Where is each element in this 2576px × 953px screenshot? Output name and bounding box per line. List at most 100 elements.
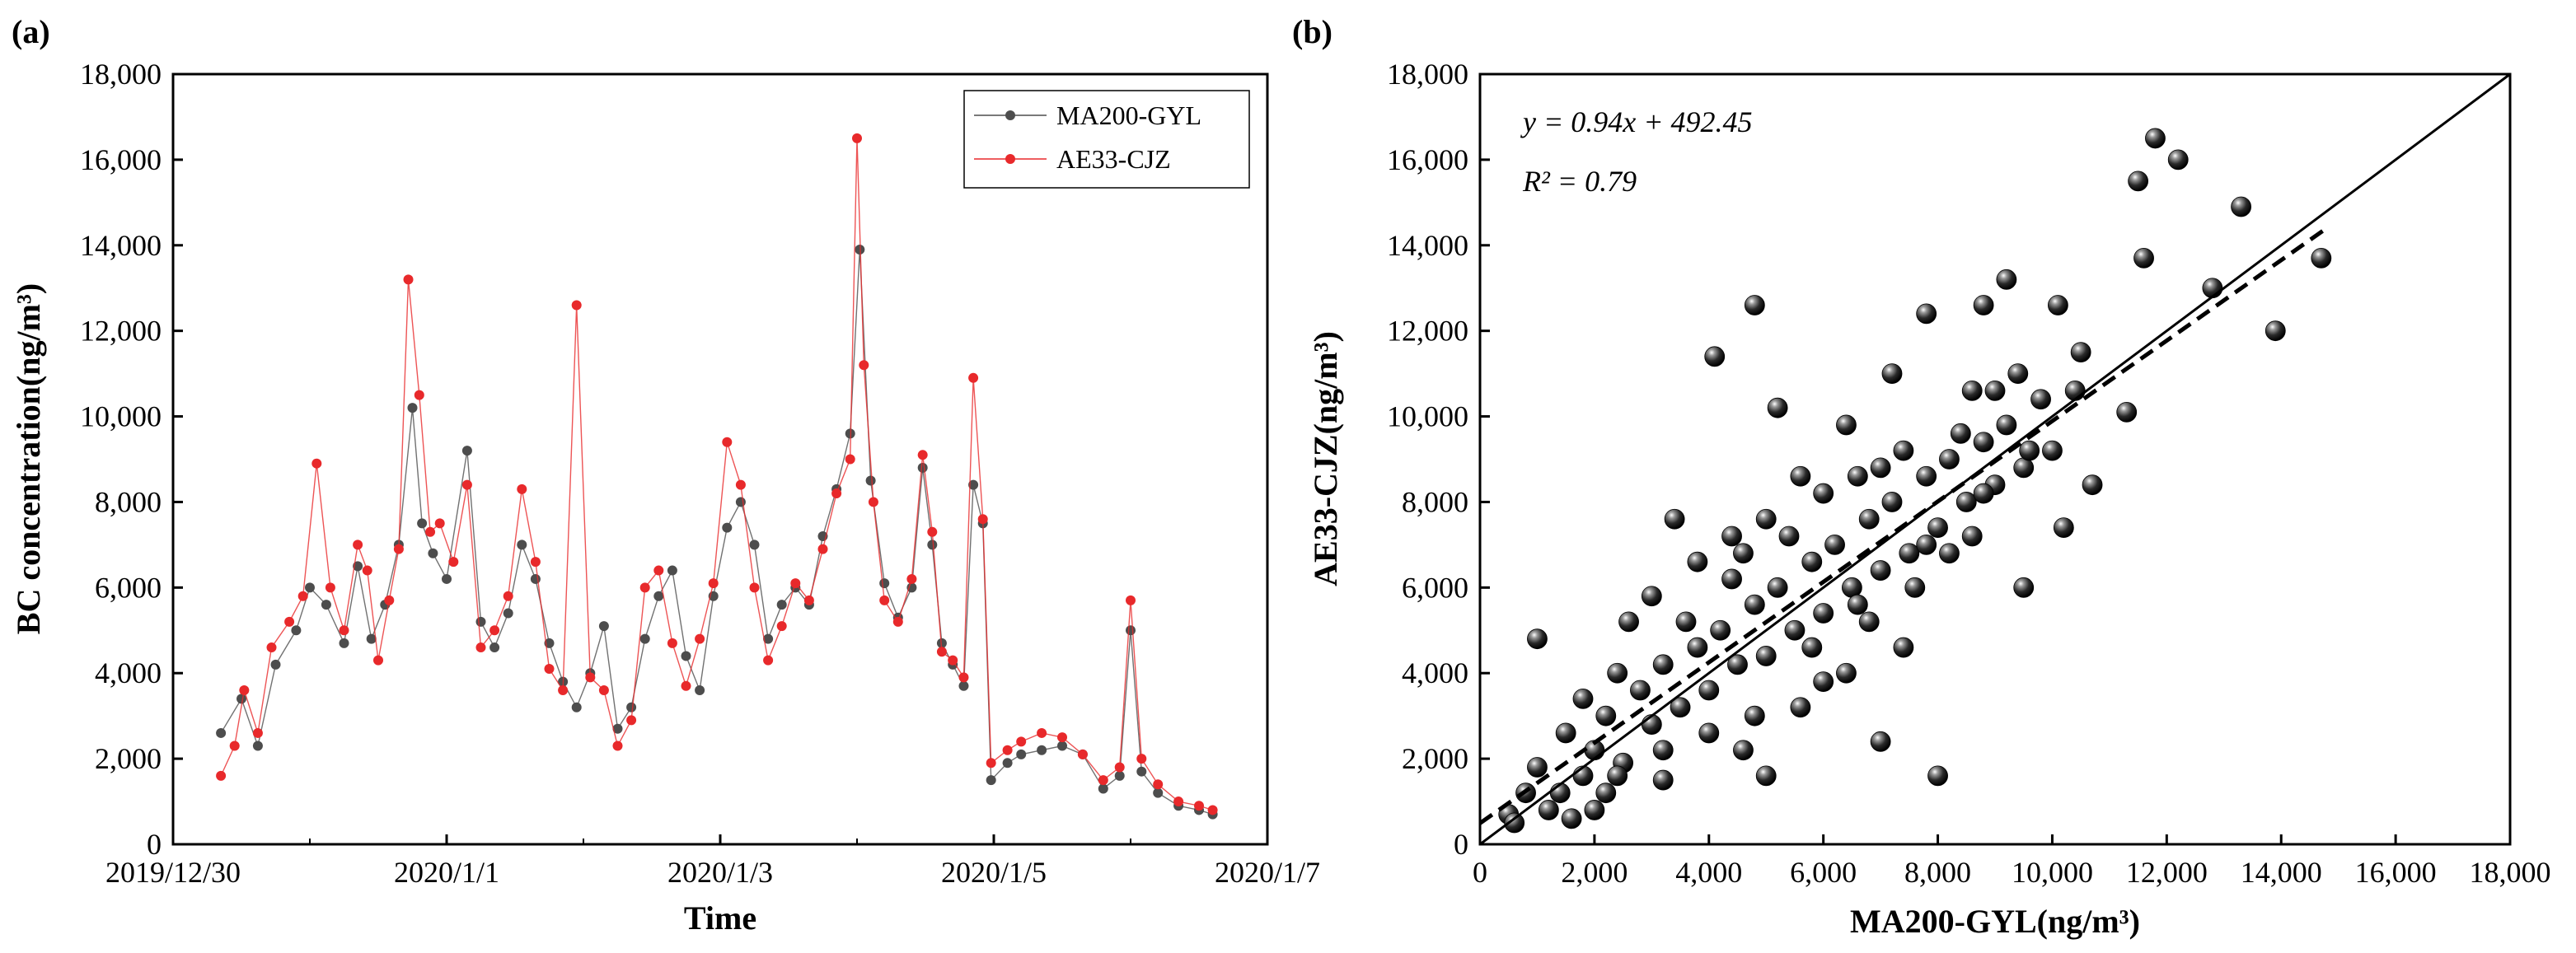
- data-point: [353, 540, 363, 550]
- scatter-point: [1584, 800, 1605, 820]
- scatter-point: [1784, 619, 1806, 641]
- data-point: [252, 727, 263, 738]
- x-tick-label: 2,000: [1561, 856, 1628, 889]
- scatter-point: [2030, 389, 2051, 410]
- data-point: [986, 758, 996, 768]
- y-tick-label: 6,000: [1402, 571, 1468, 604]
- data-point: [803, 595, 814, 605]
- scatter-point: [1801, 551, 1823, 572]
- data-point: [879, 595, 890, 605]
- scatter-point: [1916, 303, 1937, 325]
- x-tick-label: 2019/12/30: [105, 856, 241, 889]
- scatter-point: [1881, 363, 1903, 385]
- panel-a-x-axis-label: Time: [684, 899, 756, 937]
- data-point: [1016, 736, 1027, 747]
- data-point: [461, 479, 472, 490]
- y-tick-label: 2,000: [95, 742, 162, 775]
- scatter-point: [2231, 196, 2252, 217]
- scatter-point: [1727, 654, 1748, 675]
- data-point: [598, 621, 609, 632]
- scatter-point: [1778, 526, 1800, 547]
- scatter-point: [2128, 171, 2149, 192]
- data-point: [442, 573, 452, 584]
- data-point: [817, 544, 828, 554]
- scatter-point: [1870, 560, 1891, 581]
- panel-a-label: (a): [12, 13, 50, 50]
- scatter-point: [2064, 380, 2086, 401]
- panel-a-x-ticks: 2019/12/30 2020/1/1 2020/1/3 2020/1/5 2020/1…: [105, 834, 1320, 889]
- panel-a-frame: [171, 72, 1269, 846]
- data-point: [544, 664, 555, 675]
- scatter-point: [2265, 320, 2286, 342]
- data-point: [892, 616, 903, 627]
- scatter-point: [1893, 440, 1914, 461]
- data-point: [865, 475, 876, 486]
- scatter-point: [1858, 508, 1880, 530]
- scatter-point: [1538, 800, 1559, 820]
- scatter-point: [1824, 534, 1845, 555]
- data-point: [403, 274, 414, 285]
- scatter-point: [1607, 662, 1628, 684]
- data-point: [1114, 770, 1125, 781]
- scatter-point: [1961, 380, 1983, 401]
- data-point: [986, 775, 996, 786]
- panel-a-y-axis-label: BC concentration(ng/m³): [10, 283, 47, 634]
- data-point: [1098, 775, 1108, 786]
- data-point: [216, 727, 227, 738]
- data-point: [708, 578, 719, 589]
- data-point: [667, 565, 677, 576]
- scatter-point: [2053, 517, 2074, 539]
- scatter-point: [1813, 671, 1834, 693]
- scatter-point: [1950, 423, 1971, 444]
- panel-a-series: [216, 133, 1218, 820]
- scatter-point: [1790, 697, 1811, 718]
- scatter-point: [2019, 440, 2040, 461]
- scatter-point: [1733, 543, 1754, 564]
- scatter-point: [1973, 295, 1994, 315]
- data-point: [461, 446, 472, 456]
- data-point: [681, 651, 691, 661]
- scatter-point: [1881, 492, 1903, 512]
- legend-marker-ae33: [1005, 154, 1015, 164]
- data-point: [735, 479, 746, 490]
- data-point: [291, 625, 302, 636]
- scatter-point: [1704, 346, 1726, 367]
- data-point: [831, 488, 842, 499]
- panel-b-x-ticks: 0 2,000 4,000 6,000 8,000 10,000 12,000 14,000 1…: [1473, 834, 2551, 889]
- scatter-point: [1595, 782, 1617, 804]
- y-tick-label: 2,000: [1402, 742, 1468, 775]
- data-point: [414, 390, 424, 400]
- scatter-point: [1698, 722, 1720, 744]
- scatter-point: [1527, 628, 1548, 650]
- data-point: [1136, 754, 1147, 764]
- scatter-point: [1670, 697, 1691, 718]
- y-tick-label: 4,000: [95, 656, 162, 689]
- y-tick-label: 14,000: [1387, 229, 1468, 262]
- legend-label-ae33: AE33-CJZ: [1056, 144, 1171, 174]
- scatter-point: [1675, 611, 1697, 633]
- data-point: [305, 582, 315, 593]
- data-point: [229, 740, 240, 751]
- data-point: [859, 360, 869, 371]
- y-tick-label: 12,000: [1387, 315, 1468, 348]
- data-point: [749, 540, 760, 550]
- data-point: [1114, 762, 1125, 773]
- scatter-point: [1984, 380, 2006, 401]
- data-point: [503, 591, 513, 601]
- x-tick-label: 2020/1/7: [1215, 856, 1320, 889]
- data-point: [434, 518, 445, 529]
- series-line: [220, 249, 1213, 815]
- data-point: [1057, 740, 1067, 751]
- data-point: [325, 582, 335, 593]
- scatter-point: [2145, 128, 2166, 149]
- panel-b-frame: [1478, 72, 2512, 846]
- data-point: [917, 462, 928, 473]
- x-tick-label: 8,000: [1904, 856, 1971, 889]
- data-point: [722, 522, 733, 533]
- scatter-point: [1755, 765, 1777, 787]
- scatter-point: [1555, 722, 1576, 744]
- scatter-point: [1755, 508, 1777, 530]
- data-point: [1002, 745, 1013, 755]
- data-point: [776, 621, 787, 632]
- data-point: [366, 633, 377, 644]
